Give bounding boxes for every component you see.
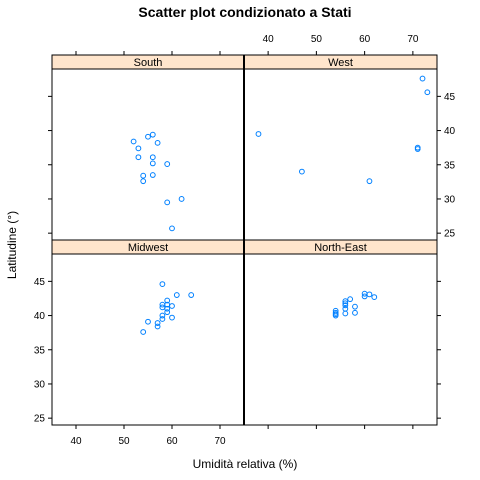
- data-point: [366, 291, 373, 298]
- panel-south: South: [51, 54, 245, 241]
- data-point: [140, 329, 147, 335]
- data-point: [135, 145, 142, 152]
- data-point: [154, 139, 161, 146]
- panels-group: South West Midwest North-East 40 40 50 50 60 60 70…: [34, 34, 456, 447]
- x-tick-label: 70: [214, 436, 226, 447]
- data-point: [154, 320, 161, 326]
- data-point: [149, 172, 156, 178]
- data-point: [169, 225, 175, 232]
- y-tick-label: 45: [444, 92, 456, 103]
- data-point: [342, 305, 349, 312]
- data-point: [299, 168, 305, 175]
- data-point: [371, 294, 378, 300]
- x-tick-label: 40: [263, 34, 275, 45]
- data-point: [164, 161, 171, 167]
- y-axis-label: Latitudine (°): [5, 211, 19, 279]
- panel-frame: [243, 68, 438, 241]
- data-point: [332, 312, 339, 319]
- data-point: [154, 323, 161, 330]
- data-point: [414, 146, 421, 152]
- data-point: [342, 302, 349, 309]
- panel-strip-label: South: [134, 57, 163, 69]
- x-tick-label: 50: [118, 436, 130, 447]
- y-tick-label: 35: [444, 160, 456, 171]
- y-tick-label: 45: [34, 277, 46, 288]
- panel-strip-label: North-East: [314, 242, 367, 254]
- y-tick-label: 30: [34, 379, 46, 390]
- data-point: [188, 292, 195, 298]
- data-point: [164, 305, 171, 312]
- x-tick-label: 40: [70, 436, 82, 447]
- data-point: [352, 303, 358, 310]
- data-point: [164, 309, 171, 316]
- data-point: [149, 131, 156, 138]
- data-point: [130, 138, 137, 145]
- data-point: [149, 160, 156, 167]
- x-tick-label: 70: [407, 34, 419, 45]
- data-point: [159, 281, 166, 287]
- data-point: [342, 298, 349, 305]
- data-point: [255, 131, 262, 137]
- data-point: [169, 303, 175, 309]
- panel-frame: [51, 253, 245, 426]
- data-point: [347, 296, 354, 303]
- data-point: [352, 309, 358, 316]
- data-point: [424, 89, 431, 96]
- data-point: [145, 133, 151, 140]
- x-tick-label: 50: [311, 34, 323, 45]
- y-tick-label: 40: [34, 311, 46, 322]
- data-point: [173, 292, 180, 298]
- x-axis-label: Umidità relativa (%): [193, 457, 298, 471]
- data-point: [178, 196, 185, 202]
- data-point: [159, 316, 166, 322]
- data-point: [145, 318, 151, 325]
- data-point: [140, 178, 147, 185]
- panel-west: West: [243, 54, 438, 241]
- data-point: [361, 293, 368, 300]
- data-point: [342, 310, 349, 317]
- data-point: [164, 297, 171, 304]
- data-point: [164, 199, 171, 206]
- y-tick-label: 35: [34, 345, 46, 356]
- x-tick-label: 60: [166, 436, 178, 447]
- panel-strip-label: West: [328, 57, 353, 69]
- panel-midwest: Midwest: [51, 239, 245, 426]
- data-point: [419, 75, 426, 82]
- x-tick-label: 60: [359, 34, 371, 45]
- data-point: [149, 154, 156, 161]
- panel-strip-label: Midwest: [128, 242, 168, 254]
- y-tick-label: 40: [444, 126, 456, 137]
- panel-north-east: North-East: [243, 239, 438, 426]
- data-point: [159, 312, 166, 319]
- chart-title: Scatter plot condizionato a Stati: [138, 4, 351, 20]
- data-point: [135, 154, 142, 161]
- data-point: [366, 178, 373, 185]
- y-tick-label: 25: [34, 414, 46, 425]
- panel-frame: [243, 253, 438, 426]
- panel-frame: [51, 68, 245, 241]
- data-point: [342, 300, 349, 307]
- data-point: [169, 314, 175, 321]
- y-tick-label: 30: [444, 194, 456, 205]
- y-tick-label: 25: [444, 229, 456, 240]
- data-point: [140, 172, 147, 179]
